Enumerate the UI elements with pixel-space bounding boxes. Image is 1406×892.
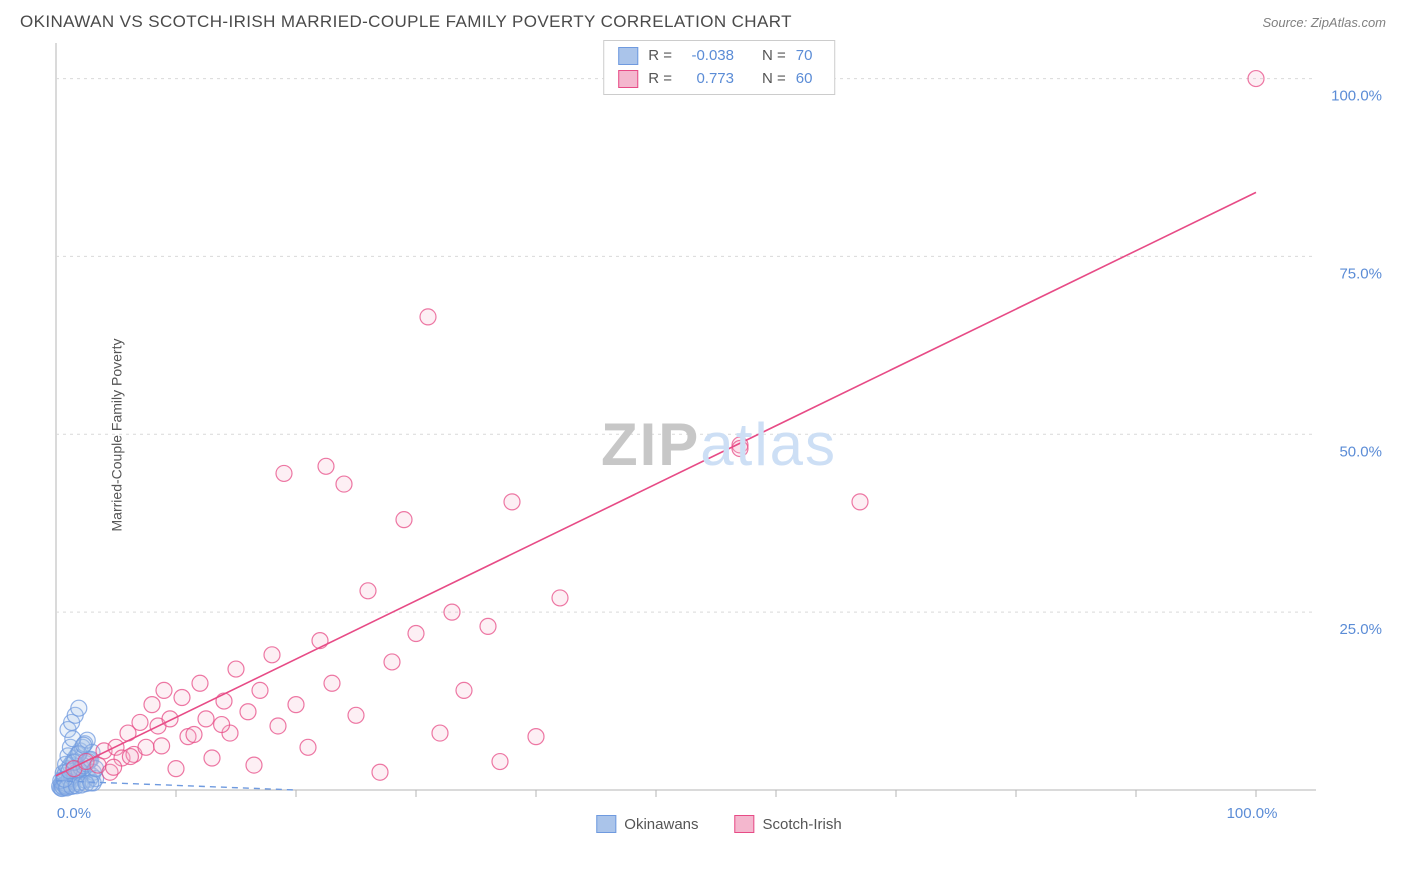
swatch-series1 — [618, 47, 638, 65]
legend-item-series2: Scotch-Irish — [735, 815, 842, 833]
svg-text:100.0%: 100.0% — [1331, 88, 1382, 105]
bottom-legend: Okinawans Scotch-Irish — [596, 815, 841, 833]
svg-text:75.0%: 75.0% — [1339, 265, 1382, 282]
svg-text:100.0%: 100.0% — [1227, 805, 1278, 822]
chart-title: OKINAWAN VS SCOTCH-IRISH MARRIED-COUPLE … — [20, 12, 792, 32]
scatter-plot: 25.0% 50.0% 75.0% 100.0% 0.0% 100.0% — [50, 40, 1388, 830]
chart-area: Married-Couple Family Poverty 25.0% 50.0%… — [50, 40, 1388, 830]
swatch-series2 — [618, 70, 638, 88]
svg-text:50.0%: 50.0% — [1339, 443, 1382, 460]
legend-item-series1: Okinawans — [596, 815, 698, 833]
stats-row-series2: R = 0.773 N = 60 — [618, 68, 820, 91]
correlation-stats-box: R = -0.038 N = 70 R = 0.773 N = 60 — [603, 40, 835, 95]
swatch-series2-legend — [735, 815, 755, 833]
svg-text:25.0%: 25.0% — [1339, 621, 1382, 638]
stats-row-series1: R = -0.038 N = 70 — [618, 45, 820, 68]
y-axis-label: Married-Couple Family Poverty — [108, 339, 124, 532]
svg-text:0.0%: 0.0% — [57, 805, 91, 822]
swatch-series1-legend — [596, 815, 616, 833]
source-attribution: Source: ZipAtlas.com — [1262, 15, 1386, 30]
